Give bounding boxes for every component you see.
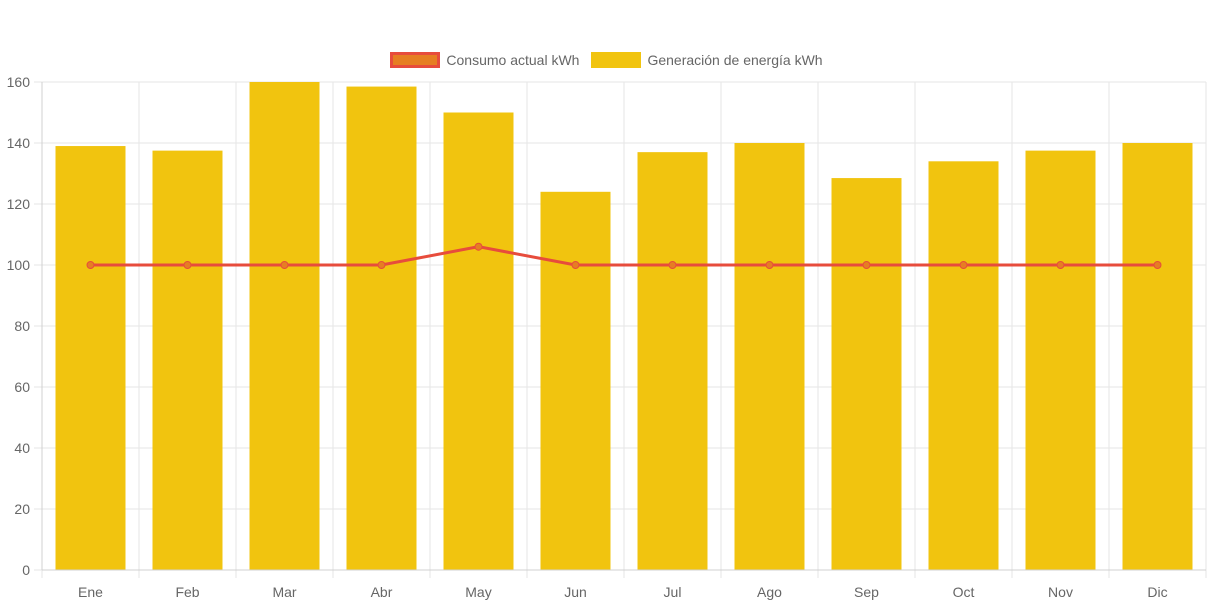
x-tick-label: Nov — [1048, 584, 1073, 600]
bar — [1122, 143, 1193, 570]
x-tick-label: Dic — [1147, 584, 1167, 600]
x-axis: Ene Feb Mar Abr May Jun Jul Ago Sep Oct Nov Dic — [42, 569, 1206, 600]
y-tick-label: 60 — [14, 379, 30, 395]
bar — [55, 146, 126, 571]
x-tick-label: May — [465, 584, 491, 600]
bar — [249, 82, 320, 570]
x-tick-label: Ene — [78, 584, 103, 600]
x-tick-label: Abr — [371, 584, 393, 600]
legend: Consumo actual kWh Generación de energía… — [0, 52, 1213, 68]
bar — [346, 86, 417, 570]
y-tick-label: 0 — [22, 562, 30, 578]
bar — [152, 150, 223, 570]
x-tick-label: Jul — [664, 584, 682, 600]
line-point — [1056, 261, 1065, 269]
legend-swatch-consumo — [390, 52, 441, 68]
legend-item-generacion[interactable]: Generación de energía kWh — [591, 52, 823, 68]
line-point — [86, 261, 95, 269]
bar-series-generacion — [55, 82, 1193, 571]
bar — [637, 152, 708, 570]
legend-label-consumo: Consumo actual kWh — [446, 52, 580, 68]
line-point — [765, 261, 774, 269]
bar — [928, 161, 999, 571]
bar — [443, 112, 514, 570]
y-tick-label: 140 — [7, 135, 31, 151]
x-tick-label: Ago — [757, 584, 782, 600]
line-point — [183, 261, 192, 269]
y-tick-label: 40 — [14, 440, 30, 456]
line-point — [377, 261, 386, 269]
bar — [734, 143, 805, 570]
line-point — [280, 261, 289, 269]
bar — [1025, 150, 1096, 570]
legend-item-consumo[interactable]: Consumo actual kWh — [390, 52, 579, 68]
y-tick-label: 160 — [7, 74, 31, 90]
legend-label-generacion: Generación de energía kWh — [647, 52, 823, 68]
x-tick-label: Oct — [953, 584, 975, 600]
line-point — [959, 261, 968, 269]
line-point — [862, 261, 871, 269]
x-tick-label: Feb — [175, 584, 199, 600]
line-point — [668, 261, 677, 269]
y-tick-label: 100 — [7, 257, 31, 273]
line-point — [571, 261, 580, 269]
bar — [831, 178, 902, 570]
line-series-consumo — [86, 242, 1162, 269]
x-tick-label: Jun — [564, 584, 587, 600]
x-tick-label: Sep — [854, 584, 879, 600]
x-tick-label: Mar — [272, 584, 296, 600]
y-tick-label: 20 — [14, 501, 30, 517]
line-point — [474, 242, 483, 251]
bar — [540, 191, 611, 571]
line-path — [90, 245, 1158, 267]
legend-swatch-generacion — [591, 52, 642, 68]
y-tick-label: 80 — [14, 318, 30, 334]
y-axis: 0 20 40 60 80 100 120 140 160 — [7, 74, 43, 578]
y-tick-label: 120 — [7, 196, 31, 212]
line-point — [1153, 261, 1162, 269]
